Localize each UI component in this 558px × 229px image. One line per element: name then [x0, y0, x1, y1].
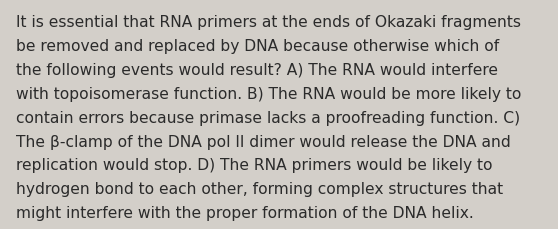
Text: with topoisomerase function. B) The RNA would be more likely to: with topoisomerase function. B) The RNA … [16, 86, 521, 101]
Text: be removed and replaced by DNA because otherwise which of: be removed and replaced by DNA because o… [16, 39, 499, 54]
Text: the following events would result? A) The RNA would interfere: the following events would result? A) Th… [16, 63, 498, 77]
Text: It is essential that RNA primers at the ends of Okazaki fragments: It is essential that RNA primers at the … [16, 15, 521, 30]
Text: replication would stop. D) The RNA primers would be likely to: replication would stop. D) The RNA prime… [16, 158, 492, 173]
Text: contain errors because primase lacks a proofreading function. C): contain errors because primase lacks a p… [16, 110, 519, 125]
Text: The β-clamp of the DNA pol II dimer would release the DNA and: The β-clamp of the DNA pol II dimer woul… [16, 134, 511, 149]
Text: might interfere with the proper formation of the DNA helix.: might interfere with the proper formatio… [16, 205, 473, 220]
Text: hydrogen bond to each other, forming complex structures that: hydrogen bond to each other, forming com… [16, 182, 503, 196]
